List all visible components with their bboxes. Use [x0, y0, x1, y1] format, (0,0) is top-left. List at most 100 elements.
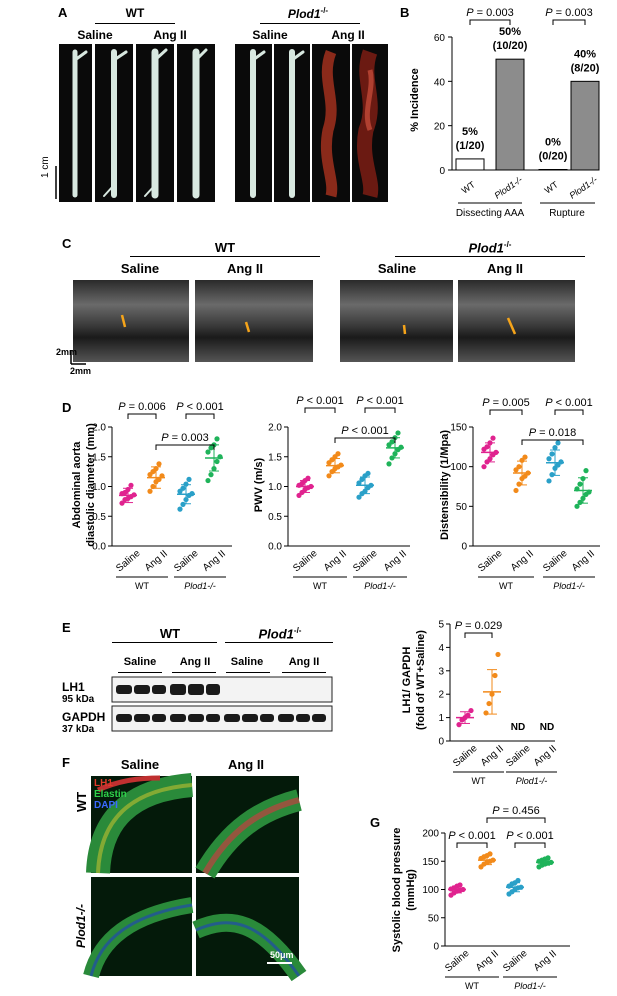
panel-b-p2-label: P = 0.003	[545, 7, 592, 19]
panel-b-bar-pct: 0%	[545, 137, 561, 149]
fluo-scale-label: 50μm	[270, 950, 294, 960]
panel-e-ytick-label: 1	[438, 713, 444, 724]
panel-g-p3-bracket	[486, 817, 546, 823]
panel-g-ytick-label: 200	[422, 829, 439, 840]
panel-b-ytick-label: 40	[434, 77, 446, 88]
panel-d1-point	[180, 501, 186, 507]
panel-d2-p1-bracket	[304, 407, 336, 413]
panel-b-p1-bracket	[469, 19, 511, 25]
panel-b-bar	[570, 80, 600, 171]
panel-d1-point	[205, 449, 211, 455]
panel-g-xtick-label: Saline	[501, 948, 530, 975]
panel-a-wt-label: WT	[125, 6, 145, 20]
panel-e-ko-saline: Saline	[230, 656, 264, 668]
panel-e-point	[486, 700, 492, 707]
panel-g-p3-label: P = 0.456	[492, 805, 539, 817]
panel-e-group1-label: WT	[472, 776, 486, 786]
panel-d3-point	[549, 472, 555, 478]
panel-d3-point	[522, 454, 528, 460]
panel-b-bar	[538, 169, 568, 171]
ultrasound-markers	[70, 314, 517, 365]
panel-d2-ytick-label: 1.0	[268, 482, 282, 493]
aorta-vessels	[55, 48, 379, 199]
panel-e-wt-angii: Ang II	[179, 656, 211, 668]
panel-g-xtick-label: Saline	[443, 948, 472, 975]
ultrasound-wt-angii	[195, 280, 313, 362]
panel-d1-point	[147, 488, 153, 494]
panel-c-ko-angii: Ang II	[486, 261, 524, 276]
panel-d3-point	[549, 451, 555, 457]
panel-b-bar-n: (0/20)	[539, 151, 568, 163]
panel-c-scale-v: 2mm	[56, 347, 78, 357]
panel-e-ylabel2: (fold of WT+Saline)	[415, 630, 427, 730]
panel-d3-point	[481, 464, 487, 470]
panel-d2-ytick-label: 2.0	[268, 423, 282, 434]
ultrasound-ko-angii	[458, 280, 575, 362]
panel-d2-point	[359, 476, 365, 482]
panel-b-ytick-label: 0	[439, 166, 445, 177]
panel-d1-ylabel1: Abdominal aorta	[71, 441, 83, 529]
panel-d1-point	[205, 477, 211, 484]
fluo-legend-elastin: Elastin	[94, 789, 127, 800]
panel-d1-point	[183, 481, 189, 487]
panel-e-point	[492, 672, 498, 679]
fluo-legend-lh1: LH1	[94, 778, 113, 789]
panel-e-wt-saline: Saline	[123, 656, 157, 668]
panel-d2-p3-label: P < 0.001	[341, 425, 388, 437]
panel-c-wt-angii: Ang II	[226, 261, 264, 276]
panel-d1-group1-label: WT	[135, 581, 149, 591]
panel-d3-p1-bracket	[489, 409, 523, 415]
panel-b-ytick-label: 20	[434, 122, 446, 133]
panel-a-letter: A	[58, 5, 68, 20]
panel-g-p2-label: P < 0.001	[506, 830, 553, 842]
panel-d3-point	[516, 481, 522, 487]
panel-d1-ytick-label: 2.0	[92, 423, 106, 434]
panel-d2-point	[356, 494, 362, 500]
panel-d3-point	[583, 468, 589, 474]
panel-b-bar-pct: 5%	[462, 126, 478, 138]
panel-d3-p2-label: P < 0.001	[545, 397, 592, 409]
panel-g-p2-bracket	[514, 842, 546, 848]
panel-d3-ytick-label: 0	[461, 542, 467, 553]
panel-d2-group1-label: WT	[313, 581, 327, 591]
panel-d2-point	[365, 470, 371, 477]
panel-b-bar	[495, 58, 525, 171]
panel-e-nd-2: ND	[540, 722, 554, 733]
panel-b-group1-label: Dissecting AAA	[456, 208, 525, 219]
panel-g-point	[515, 877, 521, 884]
panel-f-letter: F	[62, 755, 70, 770]
panel-b-bar-n: (8/20)	[571, 62, 600, 74]
panel-g-point	[457, 882, 463, 888]
panel-d2-point	[395, 430, 401, 436]
panel-d2-p3-bracket	[334, 437, 396, 443]
panel-d1-ylabel2: diastolic diameter (mm)	[85, 423, 97, 547]
blot-gapdh-label: GAPDH	[62, 710, 106, 724]
panel-b-group2-label: Rupture	[549, 208, 585, 219]
panel-e-ylabel1: LH1/ GAPDH	[401, 647, 413, 714]
panel-g-xtick-label: Ang II	[532, 948, 559, 973]
panel-d3-p1-label: P = 0.005	[482, 397, 529, 409]
panel-e-ytick-label: 3	[438, 666, 444, 677]
panel-d3-p3-label: P = 0.018	[529, 427, 576, 439]
panel-b-ytick-label: 60	[434, 33, 446, 44]
blot-gapdh-kda: 37 kDa	[62, 724, 95, 735]
panel-d3-point	[577, 499, 583, 505]
panel-d2-p2-label: P < 0.001	[356, 395, 403, 407]
panel-d3-point	[555, 440, 561, 446]
panel-c-wt-label: WT	[214, 240, 236, 255]
panel-g-ytick-label: 0	[433, 942, 439, 953]
panel-d1-group2-label: Plod1-/-	[184, 581, 216, 591]
panel-c-scale-h: 2mm	[70, 366, 92, 376]
panel-g-letter: G	[370, 815, 381, 830]
panel-b-p2-bracket	[552, 19, 586, 25]
panel-c-ko-saline: Saline	[377, 261, 417, 276]
panel-g-ytick-label: 50	[428, 913, 440, 924]
panel-d1-p2-label: P < 0.001	[176, 401, 223, 413]
panel-d1-point	[177, 506, 183, 512]
panel-b-bar-pct: 40%	[574, 48, 596, 60]
panel-d3-ylabel: Distensibility (1/Mpa)	[439, 430, 451, 540]
panel-d1-point	[214, 458, 220, 465]
panel-a-ko-saline: Saline	[252, 28, 288, 42]
